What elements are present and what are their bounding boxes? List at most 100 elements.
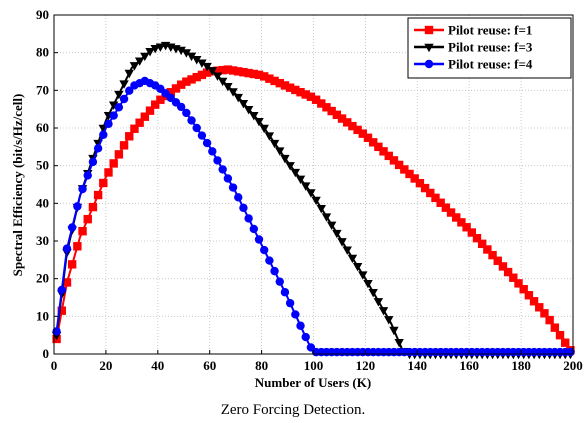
series-point: [176, 80, 186, 89]
series-point: [259, 72, 269, 81]
series-point: [410, 174, 419, 183]
legend-entry: Pilot reuse: f=4: [414, 57, 533, 72]
series-point: [187, 116, 196, 125]
series-point: [67, 223, 77, 232]
series-point: [197, 70, 207, 80]
series-point: [555, 330, 565, 340]
series-point: [186, 52, 197, 62]
series-point: [311, 95, 321, 104]
y-tick-label: 20: [36, 271, 49, 286]
series-point: [155, 43, 166, 52]
series-point: [202, 138, 212, 148]
series-point: [550, 323, 560, 332]
series-point: [228, 66, 238, 75]
series-point: [285, 162, 295, 171]
series-point: [78, 227, 87, 236]
series-point: [171, 84, 181, 93]
series-point: [114, 150, 124, 159]
series-point: [535, 303, 544, 312]
series-point: [275, 277, 284, 286]
series-point: [125, 86, 134, 95]
series-point: [280, 154, 290, 164]
y-tick-label: 0: [43, 346, 50, 361]
series-point: [208, 147, 217, 156]
series-point: [265, 256, 274, 265]
series-point: [145, 48, 155, 57]
series-point: [291, 85, 300, 95]
series-point: [192, 123, 201, 133]
series-point: [378, 307, 389, 316]
y-axis-label: Spectral Efficiency (bit/s/Hz/cell): [10, 94, 25, 277]
series-point: [368, 289, 378, 298]
series-point: [493, 256, 502, 265]
series-point: [327, 106, 336, 116]
series-point: [353, 125, 362, 135]
series-point: [343, 118, 352, 127]
series-point: [228, 183, 238, 192]
series-point: [446, 208, 456, 217]
series-point: [431, 193, 440, 203]
series-point: [483, 245, 492, 254]
x-tick-label: 20: [99, 358, 112, 373]
series-point: [332, 229, 342, 239]
series-point: [295, 175, 306, 185]
series-point: [78, 184, 87, 194]
series-point: [503, 267, 513, 277]
series-point: [352, 263, 363, 272]
series-point: [181, 49, 192, 58]
series-point: [477, 239, 487, 249]
series-point: [394, 339, 404, 348]
series-point: [332, 110, 342, 120]
series-point: [88, 202, 98, 212]
series-point: [197, 59, 207, 68]
legend-label: Pilot reuse: f=1: [448, 23, 532, 38]
series-point: [373, 298, 384, 307]
series-point: [134, 57, 145, 66]
series-point: [223, 65, 233, 74]
series-point: [119, 141, 129, 150]
series-point: [254, 70, 264, 80]
series-point: [285, 298, 295, 308]
series-point: [192, 56, 202, 65]
series-point: [125, 132, 134, 141]
series-point: [176, 46, 186, 56]
series-point: [275, 147, 285, 156]
series-point: [467, 228, 476, 237]
series-point: [140, 112, 150, 121]
series-point: [358, 271, 368, 280]
series-point: [223, 174, 233, 183]
series-point: [389, 156, 399, 165]
legend: Pilot reuse: f=1 Pilot reuse: f=3 Pilot re…: [407, 17, 572, 79]
series-point: [151, 100, 160, 109]
series-point: [301, 182, 311, 191]
y-tick-label: 40: [36, 195, 49, 210]
y-tick-label: 80: [36, 45, 49, 60]
series-point: [135, 118, 144, 127]
series-point: [472, 233, 482, 243]
y-tick-label: 60: [36, 120, 49, 135]
x-tick-label: 160: [459, 358, 479, 373]
x-axis-label: Number of Users (K): [255, 375, 371, 390]
series-point: [394, 160, 404, 170]
series-point: [182, 108, 191, 118]
series-point: [239, 68, 248, 77]
series-point: [301, 90, 310, 99]
series-point: [244, 214, 253, 223]
series-point: [254, 235, 264, 244]
series-point: [524, 291, 534, 300]
series-point: [384, 316, 394, 325]
series-1: [52, 65, 575, 355]
series-point: [514, 279, 523, 288]
series-point: [545, 315, 554, 325]
x-tick-label: 0: [51, 358, 58, 373]
series-point: [436, 198, 445, 207]
series-point: [415, 178, 425, 188]
series-point: [218, 65, 227, 75]
series-point: [457, 218, 466, 227]
series-point: [285, 83, 295, 92]
series-point: [363, 133, 373, 142]
series-point: [166, 88, 175, 97]
series-point: [296, 88, 305, 97]
series-point: [218, 165, 227, 174]
